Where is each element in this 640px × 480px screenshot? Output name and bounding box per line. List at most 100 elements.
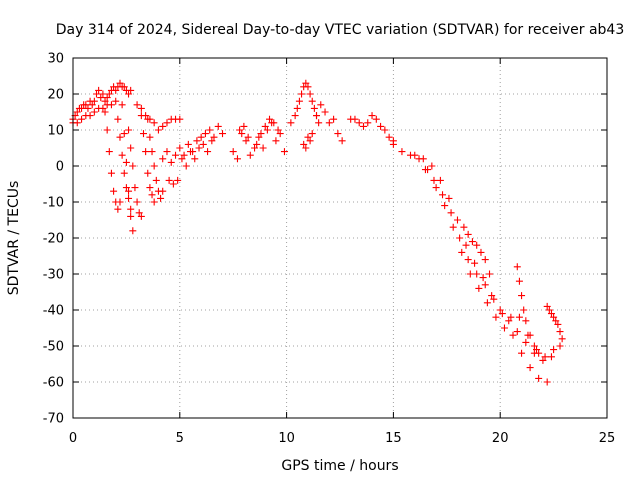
data-point [137,212,145,220]
data-point [533,346,541,354]
data-point [97,94,105,102]
data-point [513,328,521,336]
data-point [193,137,201,145]
data-point [321,108,329,116]
data-point [526,331,534,339]
data-point [486,270,494,278]
data-point [114,205,122,213]
y-tick-label: -70 [43,412,64,427]
x-tick-label: 20 [492,431,509,446]
data-point [122,184,130,192]
data-point [381,126,389,134]
data-series [101,108,124,213]
data-series [69,79,135,123]
data-point [150,119,158,127]
data-point [244,133,252,141]
data-series [287,79,323,127]
data-point [428,162,436,170]
data-point [105,90,113,98]
data-point [272,137,280,145]
data-point [464,230,472,238]
y-tick-label: -50 [43,340,64,355]
data-point [120,83,128,91]
data-point [82,101,90,109]
data-point [359,122,367,130]
data-series [159,122,227,166]
data-series [347,112,397,145]
y-tick-label: -10 [43,196,64,211]
data-point [127,144,135,152]
data-series [137,112,158,206]
data-point [411,151,419,159]
data-point [302,144,310,152]
data-point [522,338,530,346]
data-point [157,194,165,202]
data-point [543,378,551,386]
data-point [133,101,141,109]
data-point [547,353,555,361]
data-point [116,79,124,87]
data-point [468,238,476,246]
data-point [107,101,115,109]
data-point [550,346,558,354]
x-tick-label: 15 [385,431,402,446]
x-tick-label: 0 [69,431,77,446]
data-series [144,115,167,202]
data-point [477,248,485,256]
data-point [518,292,526,300]
chart-title: Day 314 of 2024, Sidereal Day-to-day VTE… [56,22,625,38]
data-point [120,169,128,177]
data-point [99,90,107,98]
data-point [535,374,543,382]
data-point [129,162,137,170]
data-point [496,306,504,314]
data-series [125,126,145,220]
data-point [144,115,152,123]
data-point [315,119,323,127]
data-point [163,119,171,127]
data-series [389,140,551,386]
data-point [116,198,124,206]
data-point [302,79,310,87]
data-point [287,119,295,127]
data-point [556,342,564,350]
data-point [105,148,113,156]
data-point [199,140,207,148]
data-point [368,112,376,120]
data-point [148,148,156,156]
data-point [436,176,444,184]
data-point [430,176,438,184]
y-tick-label: -30 [43,268,64,283]
data-point [310,104,318,112]
data-point [490,295,498,303]
data-point [518,349,526,357]
data-point [78,115,86,123]
data-point [270,119,278,127]
data-point [473,270,481,278]
data-point [556,328,564,336]
data-series [112,97,135,213]
data-point [174,176,182,184]
data-point [78,104,86,112]
data-point [101,108,109,116]
data-point [558,335,566,343]
data-point [148,191,156,199]
data-point [201,130,209,138]
x-tick-label: 10 [278,431,295,446]
data-point [330,115,338,123]
data-point [233,155,241,163]
data-point [92,90,100,98]
data-point [125,187,133,195]
data-point [441,202,449,210]
data-point [507,313,515,321]
data-point [159,187,167,195]
data-point [95,86,103,94]
data-series [543,302,564,336]
data-point [263,126,271,134]
data-point [135,209,143,217]
data-point [481,281,489,289]
data-point [229,148,237,156]
data-point [552,317,560,325]
data-point [334,130,342,138]
data-point [90,108,98,116]
